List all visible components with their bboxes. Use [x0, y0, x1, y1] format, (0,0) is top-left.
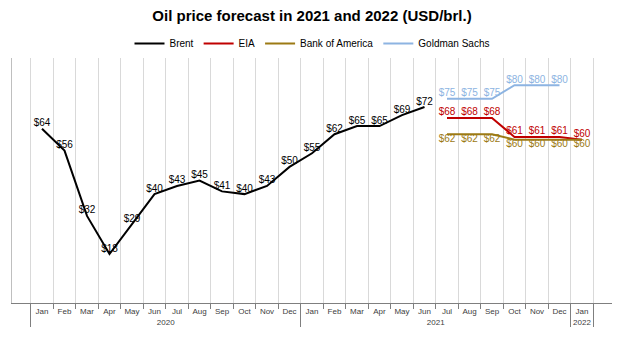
svg-text:May: May [394, 307, 409, 316]
svg-text:$65: $65 [371, 115, 388, 126]
svg-text:Jul: Jul [172, 307, 182, 316]
svg-text:$61: $61 [506, 125, 523, 136]
svg-text:$62: $62 [461, 133, 478, 144]
svg-text:Goldman Sachs: Goldman Sachs [418, 38, 489, 49]
svg-text:$65: $65 [349, 115, 366, 126]
svg-text:$60: $60 [574, 128, 591, 139]
svg-text:Jul: Jul [442, 307, 452, 316]
svg-text:Jun: Jun [418, 307, 431, 316]
svg-text:Apr: Apr [103, 307, 116, 316]
svg-text:$60: $60 [529, 138, 546, 149]
svg-text:Jun: Jun [148, 307, 161, 316]
svg-text:Aug: Aug [192, 307, 206, 316]
svg-text:EIA: EIA [239, 38, 255, 49]
svg-text:Sep: Sep [215, 307, 230, 316]
svg-text:$43: $43 [169, 174, 186, 185]
svg-text:Dec: Dec [552, 307, 566, 316]
svg-text:Apr: Apr [373, 307, 386, 316]
svg-text:Dec: Dec [282, 307, 296, 316]
svg-text:$56: $56 [56, 139, 73, 150]
svg-text:$40: $40 [146, 183, 163, 194]
svg-text:2022: 2022 [573, 318, 591, 327]
svg-text:$60: $60 [506, 138, 523, 149]
svg-text:$61: $61 [551, 125, 568, 136]
svg-text:$62: $62 [326, 123, 343, 134]
svg-text:Jan: Jan [306, 307, 319, 316]
svg-text:May: May [124, 307, 139, 316]
svg-text:$68: $68 [461, 106, 478, 117]
svg-text:$60: $60 [574, 138, 591, 149]
svg-text:$72: $72 [416, 96, 433, 107]
svg-text:$62: $62 [439, 133, 456, 144]
svg-text:Nov: Nov [260, 307, 274, 316]
svg-text:Feb: Feb [58, 307, 72, 316]
svg-text:$75: $75 [484, 87, 501, 98]
svg-text:$61: $61 [529, 125, 546, 136]
svg-text:$69: $69 [394, 104, 411, 115]
svg-text:$29: $29 [124, 213, 141, 224]
svg-text:Nov: Nov [530, 307, 544, 316]
svg-text:Aug: Aug [462, 307, 476, 316]
svg-text:$18: $18 [101, 243, 118, 254]
svg-text:$80: $80 [506, 74, 523, 85]
svg-text:$80: $80 [551, 74, 568, 85]
svg-text:$68: $68 [484, 106, 501, 117]
svg-text:Sep: Sep [485, 307, 500, 316]
svg-text:Feb: Feb [328, 307, 342, 316]
svg-text:$45: $45 [191, 169, 208, 180]
svg-text:$50: $50 [281, 155, 298, 166]
svg-text:Oct: Oct [508, 307, 521, 316]
svg-text:$75: $75 [461, 87, 478, 98]
svg-text:Jan: Jan [576, 307, 589, 316]
svg-text:$40: $40 [236, 183, 253, 194]
svg-text:$60: $60 [551, 138, 568, 149]
svg-text:$55: $55 [304, 142, 321, 153]
svg-text:Oct: Oct [238, 307, 251, 316]
svg-text:Mar: Mar [80, 307, 94, 316]
svg-text:2020: 2020 [157, 318, 175, 327]
svg-text:$43: $43 [259, 174, 276, 185]
svg-text:Jan: Jan [36, 307, 49, 316]
svg-text:2021: 2021 [427, 318, 445, 327]
svg-text:$64: $64 [34, 117, 51, 128]
svg-text:$32: $32 [79, 204, 96, 215]
svg-text:$41: $41 [214, 180, 231, 191]
svg-text:Bank of America: Bank of America [300, 38, 373, 49]
svg-text:$80: $80 [529, 74, 546, 85]
svg-text:$68: $68 [439, 106, 456, 117]
svg-text:Oil price forecast in 2021 and: Oil price forecast in 2021 and 2022 (USD… [152, 7, 471, 24]
svg-text:$62: $62 [484, 133, 501, 144]
svg-text:Mar: Mar [350, 307, 364, 316]
svg-text:$75: $75 [439, 87, 456, 98]
svg-text:Brent: Brent [170, 38, 194, 49]
